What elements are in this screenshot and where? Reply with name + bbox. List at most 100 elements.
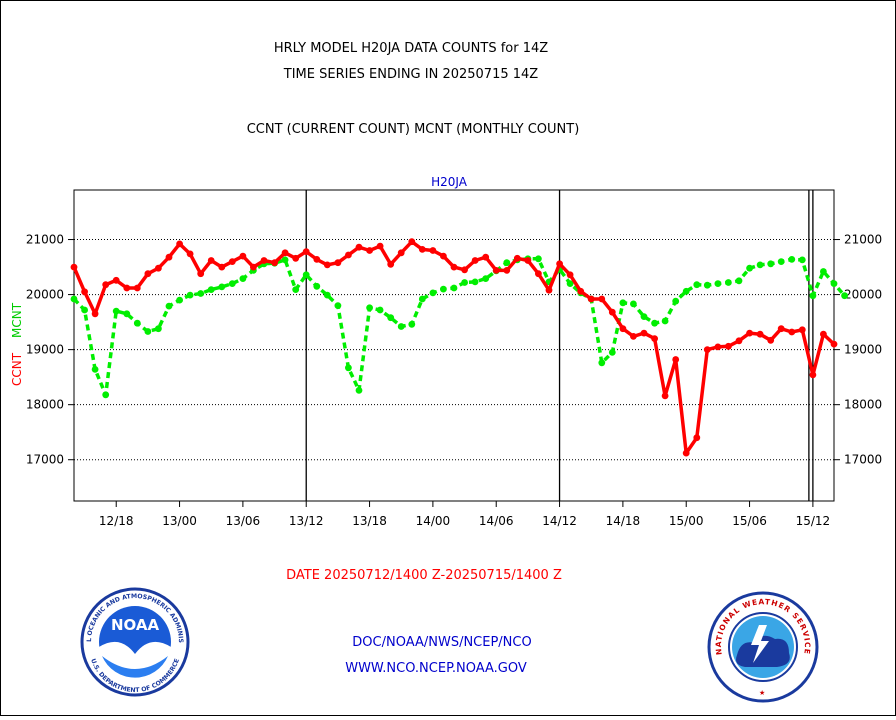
data-point-mcnt xyxy=(91,366,99,373)
data-point-ccnt xyxy=(408,238,416,246)
data-point-mcnt xyxy=(503,259,511,267)
date-range-label: DATE 20250712/1400 Z-20250715/1400 Z xyxy=(286,568,562,583)
noaa-seagull-icon xyxy=(99,641,171,686)
data-point-mcnt xyxy=(123,310,131,318)
data-point-ccnt xyxy=(207,257,215,264)
data-point-ccnt xyxy=(566,271,574,279)
data-point-ccnt xyxy=(830,340,838,348)
x-tick-label: 14/18 xyxy=(606,514,641,528)
data-point-ccnt xyxy=(450,263,458,271)
x-tick-label: 14/12 xyxy=(542,514,577,528)
y-tick-label: 19000 xyxy=(844,343,882,357)
data-point-mcnt xyxy=(566,280,574,287)
nws-lightning-icon xyxy=(751,625,769,663)
data-point-mcnt xyxy=(355,387,363,394)
data-point-ccnt xyxy=(820,330,827,338)
data-point-ccnt xyxy=(682,449,690,457)
data-point-ccnt xyxy=(429,247,437,254)
noaa-logo: NOAA NATIONAL OCEANIC AND ATMOSPHERIC AD… xyxy=(80,587,190,697)
data-point-ccnt xyxy=(661,392,669,400)
chart-subtitle: CCNT (CURRENT COUNT) MCNT (MONTHLY COUNT… xyxy=(247,122,580,137)
data-point-ccnt xyxy=(809,371,817,379)
y-tick-label: 18000 xyxy=(26,398,64,412)
data-point-ccnt xyxy=(102,281,110,289)
data-point-ccnt xyxy=(556,260,563,268)
data-point-ccnt xyxy=(70,263,78,271)
y-axis-left: 17000 18000 19000 20000 21000 xyxy=(26,233,74,467)
data-point-ccnt xyxy=(387,260,395,268)
data-point-ccnt xyxy=(228,258,236,265)
data-point-mcnt xyxy=(440,285,447,293)
data-point-ccnt xyxy=(608,308,616,316)
data-point-ccnt xyxy=(756,330,764,338)
data-point-ccnt xyxy=(482,253,490,261)
data-point-ccnt xyxy=(397,249,405,257)
data-point-mcnt xyxy=(693,281,701,289)
x-tick-label: 14/06 xyxy=(479,514,514,528)
data-point-mcnt xyxy=(302,271,310,279)
data-point-ccnt xyxy=(619,325,627,333)
data-point-mcnt xyxy=(841,292,848,300)
data-point-ccnt xyxy=(165,253,173,261)
plot-title: H20JA xyxy=(431,175,468,189)
data-point-mcnt xyxy=(429,289,437,297)
data-point-ccnt xyxy=(302,248,310,256)
data-point-ccnt xyxy=(440,252,447,260)
data-point-ccnt xyxy=(535,270,542,278)
footer-link-doc[interactable]: DOC/NOAA/NWS/NCEP/NCO xyxy=(352,635,531,650)
data-point-mcnt xyxy=(70,295,78,303)
data-point-ccnt xyxy=(260,257,268,264)
y-tick-label: 18000 xyxy=(844,398,882,412)
data-point-mcnt xyxy=(608,349,616,356)
data-point-ccnt xyxy=(714,343,722,351)
data-point-mcnt xyxy=(714,280,722,287)
data-point-mcnt xyxy=(239,275,247,282)
y-axis-right: 17000 18000 19000 20000 21000 xyxy=(834,233,882,467)
data-point-mcnt xyxy=(725,279,732,286)
data-point-ccnt xyxy=(577,287,585,295)
data-point-ccnt xyxy=(239,252,247,260)
noaa-sea-icon xyxy=(102,656,168,678)
data-point-ccnt xyxy=(545,286,553,294)
data-point-ccnt xyxy=(630,333,637,340)
data-point-mcnt xyxy=(756,261,764,269)
plot-border xyxy=(73,189,835,502)
data-point-mcnt xyxy=(461,279,468,286)
data-point-ccnt xyxy=(640,329,648,337)
x-axis: 12/18 13/00 13/06 13/12 13/18 14/00 14/06 14/12… xyxy=(99,501,830,528)
data-point-mcnt xyxy=(334,302,342,309)
data-point-ccnt xyxy=(112,276,120,284)
y-tick-label: 17000 xyxy=(844,453,882,467)
data-point-mcnt xyxy=(207,286,215,293)
data-point-ccnt xyxy=(587,295,595,303)
footer-link-www[interactable]: WWW.NCO.NCEP.NOAA.GOV xyxy=(345,661,527,676)
data-point-ccnt xyxy=(503,267,511,274)
data-point-ccnt xyxy=(271,259,278,267)
data-point-ccnt xyxy=(672,356,680,363)
data-point-mcnt xyxy=(144,328,152,335)
data-point-ccnt xyxy=(197,270,205,278)
data-point-mcnt xyxy=(640,313,648,320)
data-point-ccnt xyxy=(323,261,331,269)
data-point-ccnt xyxy=(218,263,226,271)
data-point-ccnt xyxy=(777,325,785,333)
data-point-ccnt xyxy=(176,240,184,248)
title-line-2: TIME SERIES ENDING IN 20250715 14Z xyxy=(283,67,539,82)
data-point-ccnt xyxy=(693,434,701,442)
x-tick-label: 14/00 xyxy=(416,514,451,528)
data-point-mcnt xyxy=(197,290,205,297)
data-point-mcnt xyxy=(186,291,194,299)
data-point-ccnt xyxy=(355,243,363,251)
data-point-mcnt xyxy=(408,320,416,328)
nws-logo: NATIONAL WEATHER SERVICE ★ xyxy=(707,591,819,703)
data-point-ccnt xyxy=(91,310,99,318)
plot-area: 17000 18000 19000 20000 21000 17000 18000 1900… xyxy=(26,189,882,528)
data-point-mcnt xyxy=(450,284,458,292)
data-point-mcnt xyxy=(102,391,110,399)
data-point-mcnt xyxy=(133,319,141,327)
data-point-mcnt xyxy=(777,258,785,265)
data-point-mcnt xyxy=(155,325,162,333)
data-point-ccnt xyxy=(334,259,342,267)
data-point-mcnt xyxy=(703,281,711,289)
data-point-mcnt xyxy=(281,256,289,264)
